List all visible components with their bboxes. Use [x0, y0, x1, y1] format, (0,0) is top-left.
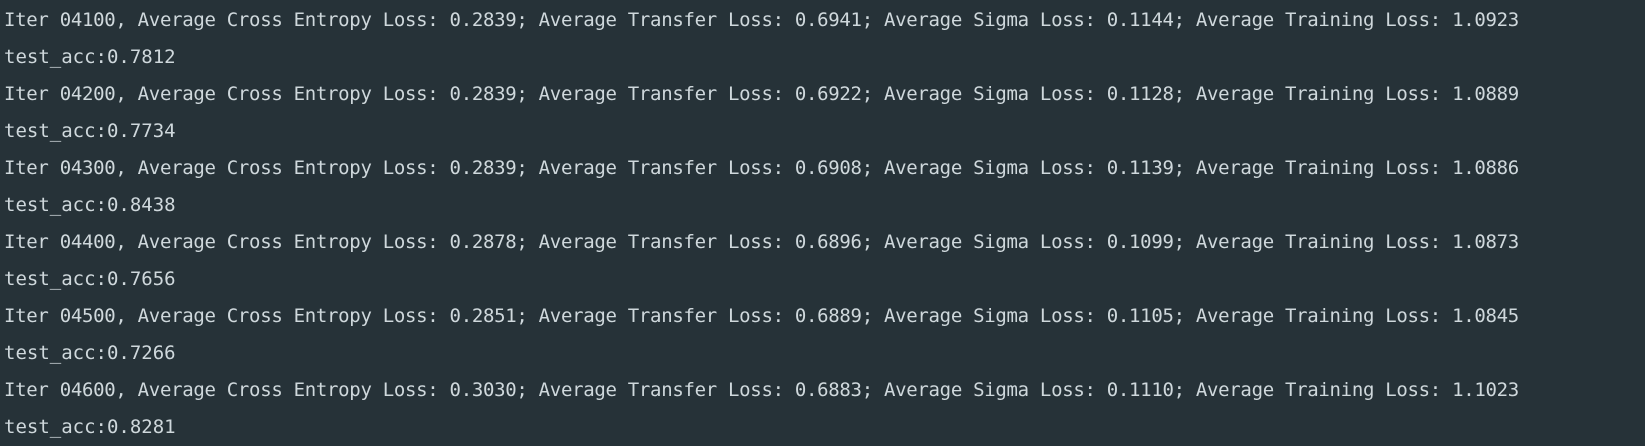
log-line-iter: Iter 04300, Average Cross Entropy Loss: …: [4, 157, 1519, 179]
log-line-iter: Iter 04200, Average Cross Entropy Loss: …: [4, 83, 1519, 105]
log-line-iter: Iter 04100, Average Cross Entropy Loss: …: [4, 9, 1519, 31]
log-line-test-acc: test_acc:0.8438: [4, 194, 176, 216]
log-line-test-acc: test_acc:0.8281: [4, 416, 176, 438]
log-line-test-acc: test_acc:0.7812: [4, 46, 176, 68]
log-line-test-acc: test_acc:0.7734: [4, 120, 176, 142]
log-line-iter: Iter 04400, Average Cross Entropy Loss: …: [4, 231, 1519, 253]
log-line-iter: Iter 04500, Average Cross Entropy Loss: …: [4, 305, 1519, 327]
log-line-test-acc: test_acc:0.7656: [4, 268, 176, 290]
log-line-iter: Iter 04600, Average Cross Entropy Loss: …: [4, 379, 1519, 401]
log-line-test-acc: test_acc:0.7266: [4, 342, 176, 364]
